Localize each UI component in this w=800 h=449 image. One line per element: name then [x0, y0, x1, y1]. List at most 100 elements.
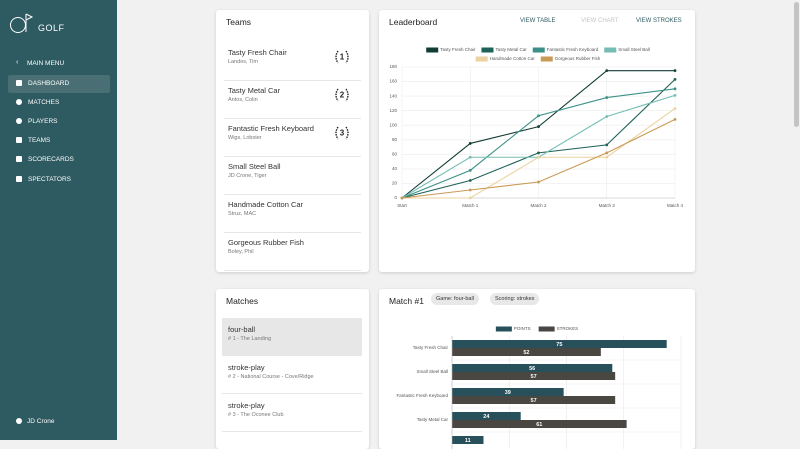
x-tick-label: Match 4: [667, 203, 684, 208]
match-game: four-ball: [228, 325, 256, 334]
y-tick-label: 0: [394, 195, 397, 200]
menu-label: TEAMS: [28, 137, 51, 144]
line-point: [673, 77, 677, 81]
team-name: Handmade Cotton Car: [228, 200, 304, 209]
line-point: [468, 155, 472, 159]
user-name[interactable]: JD Crone: [27, 418, 55, 425]
match-game: stroke-play: [228, 401, 265, 410]
legend-swatch: [481, 47, 494, 53]
collapse-icon[interactable]: ‹: [16, 59, 19, 66]
legend-row: Handmade Cotton Car Gorgeous Rubber Fish: [475, 56, 601, 62]
team-name: Gorgeous Rubber Fish: [228, 238, 304, 247]
match-detail: # 3 - The Oconee Club: [228, 412, 284, 418]
bar: [452, 340, 667, 348]
line-point: [400, 196, 404, 200]
match-item[interactable]: stroke-play # 2 - National Course - Cove/…: [222, 356, 362, 394]
line-point: [468, 142, 472, 145]
team-item[interactable]: Gorgeous Rubber Fish Boley, Phil: [224, 232, 361, 271]
match-detail: # 2 - National Course - Cove/Ridge: [228, 374, 314, 380]
card-title: Matches: [226, 296, 259, 306]
view-table-button[interactable]: VIEW TABLE: [520, 18, 556, 24]
legend-label: Handmade Cotton Car: [490, 56, 536, 61]
leaderboard-card: Leaderboard VIEW TABLE VIEW CHART VIEW S…: [379, 10, 695, 272]
bar: [452, 372, 616, 380]
rank-number: 1: [340, 53, 345, 62]
y-tick-label: 180: [389, 64, 397, 69]
matches-card: Matches four-ball # 1 - The Landing stroke…: [216, 289, 369, 449]
laurel: [345, 50, 349, 64]
legend-swatch: [426, 47, 439, 53]
team-item[interactable]: Tasty Metal Car Antos, Colin 2: [224, 80, 361, 119]
x-tick-label: Start: [397, 203, 407, 208]
bar: [452, 396, 616, 404]
bar-value-label: 39: [505, 390, 511, 396]
sidebar: GOLF ‹ MAIN MENU DASHBOARD MATCHES PLAYE…: [0, 0, 117, 440]
menu-item[interactable]: MATCHES: [8, 94, 110, 112]
line-point: [537, 114, 540, 118]
bar-value-label: 56: [529, 366, 535, 372]
y-tick-label: 20: [392, 181, 398, 186]
rank-number: 2: [340, 91, 345, 100]
x-tick-label: Match 2: [530, 203, 547, 208]
line-point: [468, 168, 472, 172]
x-tick-label: Match 1: [462, 203, 479, 208]
bar: [452, 420, 627, 428]
bar: [452, 364, 613, 372]
y-tick-label: Fantastic Fresh Keyboard: [396, 393, 448, 398]
legend-swatch: [604, 47, 617, 53]
line-point: [605, 151, 609, 155]
bar: [452, 388, 564, 396]
y-tick-label: 140: [389, 93, 397, 98]
menu-item[interactable]: PLAYERS: [8, 113, 110, 131]
team-members: Landes, Tim: [228, 59, 258, 65]
line-point: [537, 180, 540, 184]
match-item[interactable]: four-ball # 1 - The Landing: [222, 318, 362, 356]
menu-item[interactable]: DASHBOARD: [8, 75, 110, 93]
scroll-thumb[interactable]: [794, 2, 799, 127]
menu-item[interactable]: SPECTATORS: [8, 171, 110, 189]
chip: Game: four-ball: [431, 293, 479, 305]
line-point: [605, 69, 609, 73]
scrollbar: [793, 0, 800, 440]
laurel: [345, 88, 349, 102]
legend-row: Tasty Fresh Chair Tasty Metal Car Fantasti…: [426, 47, 650, 53]
team-item[interactable]: Small Steel Ball JD Crone, Tiger: [224, 156, 361, 195]
line-point: [673, 69, 677, 73]
team-item[interactable]: Tasty Fresh Chair Landes, Tim 1: [224, 42, 361, 81]
line-point: [537, 151, 540, 155]
brand: GOLF: [38, 23, 65, 33]
leaderboard-chart: 0 20 40 60 80 100 120 140 160 180 Start Match 1 Matc…: [389, 47, 684, 208]
match-item[interactable]: stroke-play # 3 - The Oconee Club: [222, 394, 362, 432]
y-tick-label: 100: [389, 122, 397, 127]
match-card: Match #1 Game: four-ball Scoring: stroke…: [379, 289, 695, 449]
teams-card: Teams Tasty Fresh Chair Landes, Tim 1 Tasty…: [216, 10, 369, 272]
line-point: [673, 87, 677, 91]
menu-item[interactable]: TEAMS: [8, 132, 110, 150]
line-point: [537, 125, 540, 129]
menu-item[interactable]: SCORECARDS: [8, 151, 110, 169]
legend-label: Fantastic Fresh Keyboard: [547, 47, 599, 52]
team-name: Small Steel Ball: [228, 162, 281, 171]
team-item[interactable]: Fantastic Fresh Keyboard Wigs, Lobster 3: [224, 118, 361, 157]
card-title: Match #1: [389, 296, 424, 306]
team-members: Boley, Phil: [228, 249, 254, 255]
team-item[interactable]: Handmade Cotton Car Struz, MAC: [224, 194, 361, 233]
view-strokes-button[interactable]: VIEW STROKES: [636, 18, 682, 24]
menu-label: SCORECARDS: [28, 156, 74, 163]
bar-value-label: 61: [536, 422, 542, 428]
bar-value-label: 11: [465, 438, 471, 444]
legend-swatch: [532, 47, 545, 53]
menu-label: DASHBOARD: [28, 80, 70, 87]
line-point: [605, 143, 609, 147]
view-chart-button: VIEW CHART: [581, 18, 619, 24]
team-name: Tasty Fresh Chair: [228, 48, 287, 57]
menu-label: PLAYERS: [28, 118, 58, 125]
line-point: [605, 155, 609, 159]
team-members: JD Crone, Tiger: [228, 173, 267, 179]
legend-label: Tasty Metal Car: [495, 47, 527, 52]
card-title: Leaderboard: [389, 17, 438, 27]
line-point: [468, 179, 472, 182]
rank-badge: 2: [335, 88, 349, 102]
line-point: [468, 188, 472, 192]
